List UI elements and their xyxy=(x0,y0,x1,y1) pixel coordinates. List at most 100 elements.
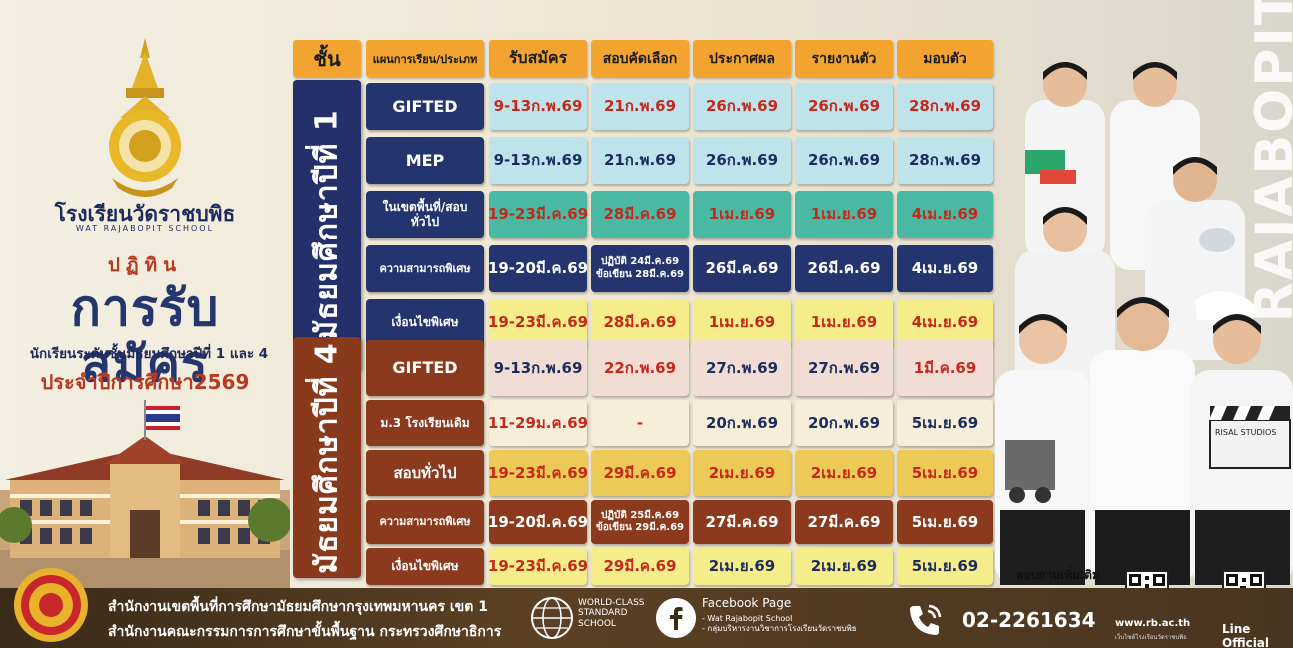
header-apply: รับสมัคร xyxy=(489,40,587,77)
m4-plan-gifted: GIFTED xyxy=(366,340,484,396)
m4-special-exam: ปฏิบัติ 25มี.ค.69 ข้อเขียน 29มี.ค.69 xyxy=(591,500,689,544)
m1-condition-announce: 1เม.ย.69 xyxy=(693,299,791,346)
m1-plan-local: ในเขตพื้นที่/สอบทั่วไป xyxy=(366,191,484,238)
m1-plan-special-ability: ความสามารถพิเศษ xyxy=(366,245,484,292)
m4-plan-special-ability: ความสามารถพิเศษ xyxy=(366,500,484,544)
world-class-text: WORLD-CLASS STANDARD SCHOOL xyxy=(578,598,645,629)
header-announce: ประกาศผล xyxy=(693,40,791,77)
world-class-globe-icon xyxy=(531,597,573,639)
m1-special-report: 26มี.ค.69 xyxy=(795,245,893,292)
m4-original-report: 20ก.พ.69 xyxy=(795,400,893,446)
m1-special-apply: 19-20มี.ค.69 xyxy=(488,245,588,292)
m1-mep-exam: 21ก.พ.69 xyxy=(591,137,689,184)
school-name-english: WAT RAJABOPIT SCHOOL xyxy=(75,224,215,233)
m4-condition-report: 2เม.ย.69 xyxy=(795,548,893,585)
footer-bar: สำนักงานเขตพื้นที่การศึกษามัธยมศึกษากรุง… xyxy=(0,568,1293,648)
m1-local-report: 1เม.ย.69 xyxy=(795,191,893,238)
m4-general-enroll: 5เม.ย.69 xyxy=(897,450,993,496)
sub-title: นักเรียนระดับชั้นมัธยมศึกษาปีที่ 1 และ 4 xyxy=(29,346,269,362)
m1-gifted-report: 26ก.พ.69 xyxy=(795,83,893,130)
m1-mep-report: 26ก.พ.69 xyxy=(795,137,893,184)
m1-condition-report: 1เม.ย.69 xyxy=(795,299,893,346)
m1-local-apply: 19-23มี.ค.69 xyxy=(488,191,588,238)
m1-special-exam: ปฏิบัติ 24มี.ค.69 ข้อเขียน 28มี.ค.69 xyxy=(591,245,689,292)
main-title: การรับสมัคร xyxy=(70,279,220,393)
header-report: รายงานตัว xyxy=(795,40,893,77)
admission-schedule-table: ชั้น แผนการเรียน/ประเภท รับสมัคร สอบคัดเ… xyxy=(293,40,993,585)
academic-year-title: ประจำปีการศึกษา2569 xyxy=(40,370,250,394)
m4-special-enroll: 5เม.ย.69 xyxy=(897,500,993,544)
m1-condition-apply: 19-23มี.ค.69 xyxy=(488,299,588,346)
m4-gifted-apply: 9-13ก.พ.69 xyxy=(489,340,587,396)
grade-m1-label: มัธยมศึกษาปีที่ 1 xyxy=(293,80,361,370)
m1-gifted-apply: 9-13ก.พ.69 xyxy=(489,83,587,130)
m1-special-announce: 26มี.ค.69 xyxy=(693,245,791,292)
m4-gifted-enroll: 1มี.ค.69 xyxy=(897,340,993,396)
m1-plan-mep: MEP xyxy=(366,137,484,184)
header-plan: แผนการเรียน/ประเภท xyxy=(366,40,484,77)
m4-original-exam: - xyxy=(591,400,689,446)
students-photo-panel: RAJABOPIT xyxy=(995,0,1293,614)
m4-plan-original-school: ม.3 โรงเรียนเดิม xyxy=(366,400,484,446)
m4-special-exam-practical: ปฏิบัติ 25มี.ค.69 xyxy=(600,509,680,521)
m1-plan-gifted: GIFTED xyxy=(366,83,484,130)
m1-special-enroll: 4เม.ย.69 xyxy=(897,245,993,292)
website-url[interactable]: www.rb.ac.th xyxy=(1115,618,1191,629)
m4-condition-enroll: 5เม.ย.69 xyxy=(897,548,993,585)
m4-gifted-report: 27ก.พ.69 xyxy=(795,340,893,396)
phone-number[interactable]: 02-2261634 xyxy=(962,608,1096,632)
m4-original-enroll: 5เม.ย.69 xyxy=(897,400,993,446)
m4-special-report: 27มี.ค.69 xyxy=(795,500,893,544)
m1-gifted-enroll: 28ก.พ.69 xyxy=(897,83,993,130)
m1-mep-apply: 9-13ก.พ.69 xyxy=(489,137,587,184)
m4-special-exam-written: ข้อเขียน 29มี.ค.69 xyxy=(596,522,684,533)
header-exam: สอบคัดเลือก xyxy=(591,40,689,77)
m4-plan-special-condition: เงื่อนไขพิเศษ xyxy=(366,548,484,585)
m4-condition-announce: 2เม.ย.69 xyxy=(693,548,791,585)
m1-local-announce: 1เม.ย.69 xyxy=(693,191,791,238)
m4-special-apply: 19-20มี.ค.69 xyxy=(488,500,588,544)
m4-original-announce: 20ก.พ.69 xyxy=(693,400,791,446)
m4-gifted-exam: 22ก.พ.69 xyxy=(591,340,689,396)
m4-condition-exam: 29มี.ค.69 xyxy=(591,548,689,585)
school-building-image xyxy=(0,400,290,588)
grade-m4-label: มัธยมศึกษาปีที่ 4 xyxy=(293,337,361,578)
line-official-label[interactable]: Line Official xyxy=(1222,622,1270,648)
clapperboard-text: RISAL STUDIOS xyxy=(1215,428,1276,437)
m1-gifted-announce: 26ก.พ.69 xyxy=(693,83,791,130)
m4-condition-apply: 19-23มี.ค.69 xyxy=(488,548,588,585)
m4-general-exam: 29มี.ค.69 xyxy=(591,450,689,496)
m1-mep-enroll: 28ก.พ.69 xyxy=(897,137,993,184)
students-photo: RISAL STUDIOS xyxy=(995,62,1293,585)
m1-gifted-exam: 21ก.พ.69 xyxy=(591,83,689,130)
m4-special-announce: 27มี.ค.69 xyxy=(693,500,791,544)
m1-condition-enroll: 4เม.ย.69 xyxy=(897,299,993,346)
obec-seal-icon xyxy=(14,568,88,642)
m1-local-enroll: 4เม.ย.69 xyxy=(897,191,993,238)
website-caption: เว็บไซต์โรงเรียนวัดราชบพิธ xyxy=(1115,634,1187,641)
m1-plan-special-condition: เงื่อนไขพิเศษ xyxy=(366,299,484,346)
school-name-thai: โรงเรียนวัดราชบพิธ xyxy=(54,202,236,226)
facebook-page-title: Facebook Page xyxy=(702,596,792,610)
facebook-page-names: - Wat Rajabopit School - กลุ่มบริหารงานว… xyxy=(702,614,857,634)
m1-local-exam: 28มี.ค.69 xyxy=(591,191,689,238)
phone-icon xyxy=(910,604,942,635)
contact-more-label: สอบถามเพิ่มเติม xyxy=(1016,568,1100,582)
footer-office-line2: สำนักงานคณะกรรมการการศึกษาขั้นพื้นฐาน กร… xyxy=(108,624,502,640)
facebook-icon[interactable] xyxy=(656,598,696,638)
m1-special-exam-practical: ปฏิบัติ 24มี.ค.69 xyxy=(600,256,680,267)
m4-gifted-announce: 27ก.พ.69 xyxy=(693,340,791,396)
calendar-label: ปฏิทิน xyxy=(107,254,183,276)
m1-mep-announce: 26ก.พ.69 xyxy=(693,137,791,184)
m1-special-exam-written: ข้อเขียน 28มี.ค.69 xyxy=(596,268,684,280)
footer-office-line1: สำนักงานเขตพื้นที่การศึกษามัธยมศึกษากรุง… xyxy=(108,599,488,615)
header-grade: ชั้น xyxy=(293,40,361,77)
m1-condition-exam: 28มี.ค.69 xyxy=(591,299,689,346)
header-enroll: มอบตัว xyxy=(897,40,993,77)
branding-panel: โรงเรียนวัดราชบพิธ WAT RAJABOPIT SCHOOL … xyxy=(0,0,290,588)
m4-general-announce: 2เม.ย.69 xyxy=(693,450,791,496)
m4-plan-general: สอบทั่วไป xyxy=(366,450,484,496)
m4-general-report: 2เม.ย.69 xyxy=(795,450,893,496)
m4-original-apply: 11-29ม.ค.69 xyxy=(488,400,588,446)
